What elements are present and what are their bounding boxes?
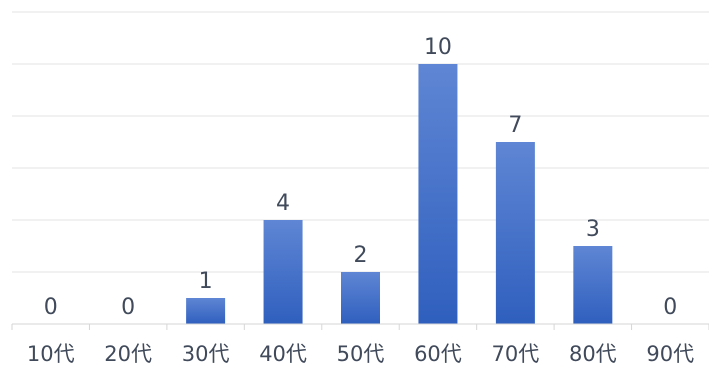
gridlines (12, 11, 709, 273)
x-tick-label: 50代 (337, 342, 385, 366)
bar-50代 (341, 272, 380, 324)
bar-60代 (418, 64, 458, 324)
data-label: 0 (663, 295, 677, 320)
data-labels: 0 0 1 4 2 10 7 3 0 (44, 35, 678, 320)
x-tick-label: 70代 (492, 342, 540, 366)
x-tick-label: 30代 (182, 342, 230, 366)
data-label: 0 (44, 295, 58, 320)
bar-80代 (573, 246, 613, 324)
data-label: 4 (276, 191, 290, 216)
x-tick-label: 80代 (569, 342, 617, 366)
data-label: 2 (354, 243, 368, 268)
data-label: 3 (586, 217, 600, 242)
data-label: 10 (424, 35, 452, 60)
data-label: 0 (121, 295, 135, 320)
bar-30代 (186, 298, 226, 324)
data-label: 7 (508, 113, 522, 138)
x-tick-label: 20代 (104, 342, 152, 366)
x-axis (11, 323, 709, 330)
x-tick-labels: 10代 20代 30代 40代 50代 60代 70代 80代 90代 (27, 342, 694, 366)
x-tick-label: 10代 (27, 342, 75, 366)
bar-40代 (263, 220, 303, 324)
data-label: 1 (199, 269, 213, 294)
x-tick-label: 40代 (259, 342, 307, 366)
x-tick-label: 60代 (414, 342, 462, 366)
x-tick-label: 90代 (646, 342, 694, 366)
bar-70代 (495, 142, 535, 324)
bars (186, 64, 613, 324)
